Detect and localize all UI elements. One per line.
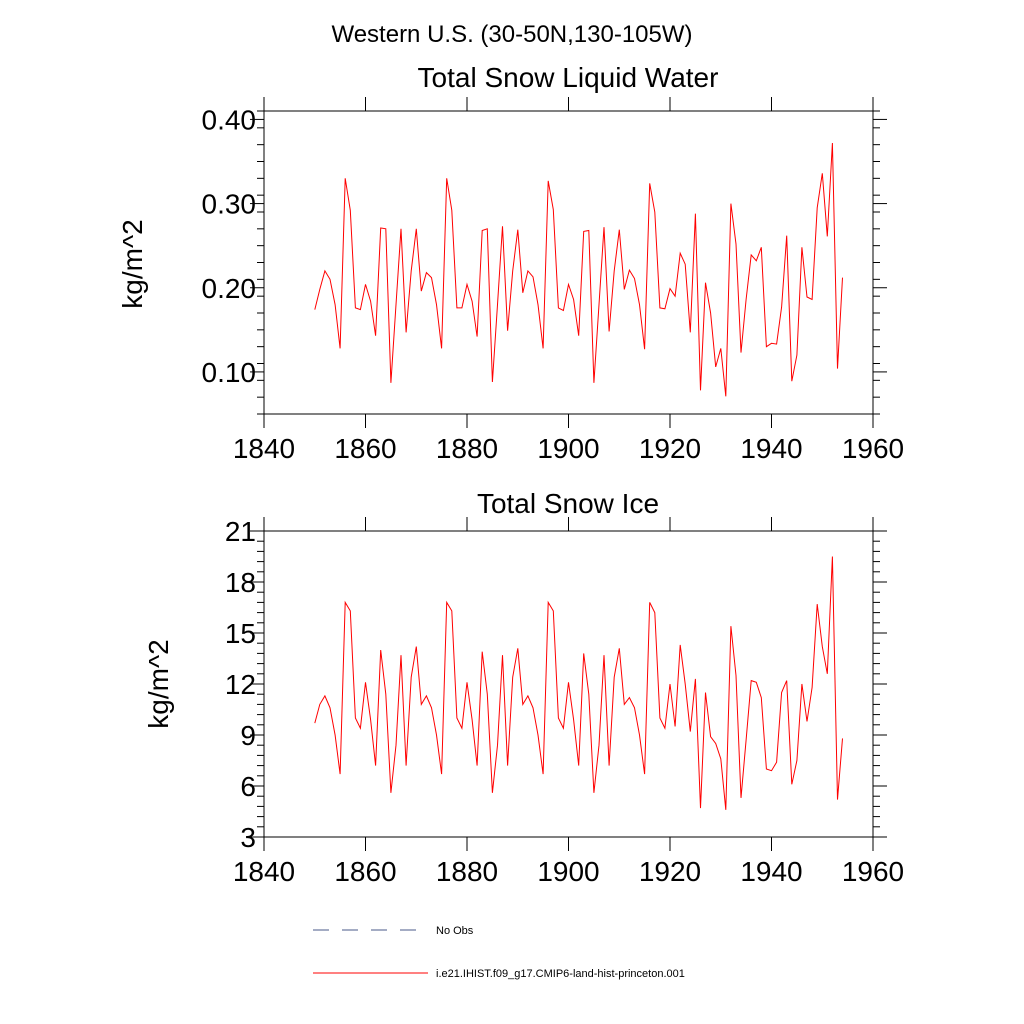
x-tick-label: 1940 <box>740 433 802 464</box>
y-tick-label: 9 <box>240 720 256 751</box>
legend-label-model: i.e21.IHIST.f09_g17.CMIP6-land-hist-prin… <box>436 968 685 980</box>
y-tick-label: 0.40 <box>202 104 257 135</box>
x-tick-label: 1920 <box>639 433 701 464</box>
x-tick-label: 1840 <box>233 433 295 464</box>
x-tick-label: 1960 <box>842 856 904 887</box>
panel-total-snow-liquid-water: Total Snow Liquid Water kg/m^2 1840 1860 1… <box>117 62 904 464</box>
y-tick-label: 0.30 <box>202 189 257 220</box>
series-line <box>314 142 843 397</box>
y-tick-label: 12 <box>225 669 256 700</box>
y-tick-label: 0.20 <box>202 273 257 304</box>
x-tick-label: 1900 <box>537 856 599 887</box>
y-tick-label: 6 <box>240 771 256 802</box>
x-tick-label: 1880 <box>436 856 498 887</box>
chart-title: Total Snow Liquid Water <box>418 62 719 93</box>
plot-frame <box>263 110 874 415</box>
figure-suptitle: Western U.S. (30-50N,130-105W) <box>331 21 692 48</box>
legend: No Obs i.e21.IHIST.f09_g17.CMIP6-land-hi… <box>313 925 685 980</box>
x-tick-label: 1880 <box>436 433 498 464</box>
x-tick-label: 1960 <box>842 433 904 464</box>
x-tick-label: 1940 <box>740 856 802 887</box>
x-tick-label: 1860 <box>334 433 396 464</box>
x-tick-label: 1840 <box>233 856 295 887</box>
y-tick-label: 18 <box>225 567 256 598</box>
y-tick-label: 0.10 <box>202 357 257 388</box>
x-tick-label: 1920 <box>639 856 701 887</box>
x-tick-label: 1900 <box>537 433 599 464</box>
y-axis-label: kg/m^2 <box>117 219 148 308</box>
series-line <box>314 556 843 810</box>
legend-label-no-obs: No Obs <box>436 925 474 937</box>
y-tick-label: 15 <box>225 618 256 649</box>
y-axis-label: kg/m^2 <box>143 639 174 728</box>
x-tick-label: 1860 <box>334 856 396 887</box>
y-tick-label: 21 <box>225 516 256 547</box>
y-tick-label: 3 <box>240 822 256 853</box>
panel-total-snow-ice: Total Snow Ice kg/m^2 1840 1860 1880 1900 19… <box>143 488 904 887</box>
chart-title: Total Snow Ice <box>477 488 659 519</box>
